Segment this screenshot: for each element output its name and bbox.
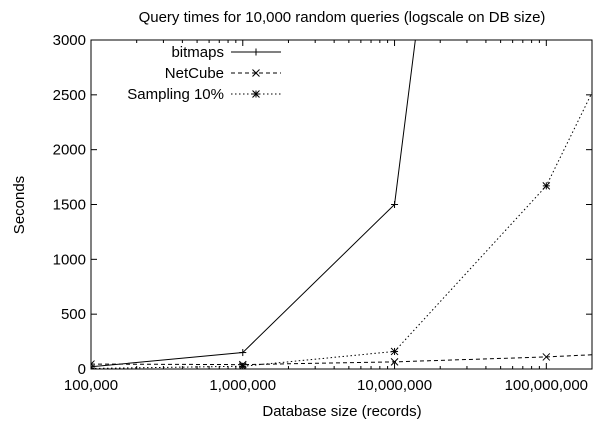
y-axis-label: Seconds xyxy=(11,176,28,234)
chart-title: Query times for 10,000 random queries (l… xyxy=(139,9,546,26)
series-2-point-d2 xyxy=(91,360,95,365)
x-tick-label: 100,000,000 xyxy=(505,377,588,394)
y-tick-label: 1500 xyxy=(53,197,86,214)
legend-label-3: Sampling 10% xyxy=(127,86,224,103)
x-tick-label: 100,000 xyxy=(64,377,118,394)
y-tick-label: 2500 xyxy=(53,87,86,104)
series-line-3 xyxy=(91,92,592,369)
series-3-point xyxy=(238,362,247,369)
x-tick-label: 1,000,000 xyxy=(209,377,276,394)
y-tick-label: 2000 xyxy=(53,142,86,159)
series-3-point xyxy=(542,182,551,190)
plot-area: 0 500 1000 1500 2000 2500 3000 100,000 1,000,000… xyxy=(53,32,593,394)
x-tick-label: 10,000,000 xyxy=(357,377,432,394)
legend-marker-2-d2 xyxy=(252,69,260,77)
legend-label-1: bitmaps xyxy=(171,44,224,61)
series-2-point-d2 xyxy=(390,358,399,366)
series-3-point-d2 xyxy=(390,347,399,356)
series-line-1 xyxy=(91,40,416,368)
series-2-point xyxy=(390,358,399,366)
series-2-point-d2 xyxy=(542,353,551,361)
series-2-point xyxy=(542,353,551,361)
series-layer xyxy=(91,40,592,369)
y-tick-label: 0 xyxy=(78,361,86,378)
series-3-point-d2 xyxy=(542,182,551,190)
legend-marker-3-d2 xyxy=(252,90,260,98)
y-tick-label: 3000 xyxy=(53,32,86,49)
series-1-point xyxy=(239,349,247,357)
legend-label-2: NetCube xyxy=(165,65,224,82)
legend: bitmaps NetCube Sampling 10% xyxy=(127,44,281,103)
series-3-point-d2 xyxy=(91,364,95,369)
legend-marker-1 xyxy=(252,48,260,56)
series-3-point xyxy=(390,347,399,356)
x-axis-label: Database size (records) xyxy=(262,403,421,420)
series-1-point xyxy=(391,201,399,208)
series-3-point-d2 xyxy=(239,362,247,369)
y-tick-label: 1000 xyxy=(53,251,86,268)
legend-marker-3 xyxy=(252,90,260,98)
y-tick-label: 500 xyxy=(61,306,86,323)
legend-marker-2 xyxy=(252,69,260,77)
series-3-point xyxy=(91,364,95,369)
